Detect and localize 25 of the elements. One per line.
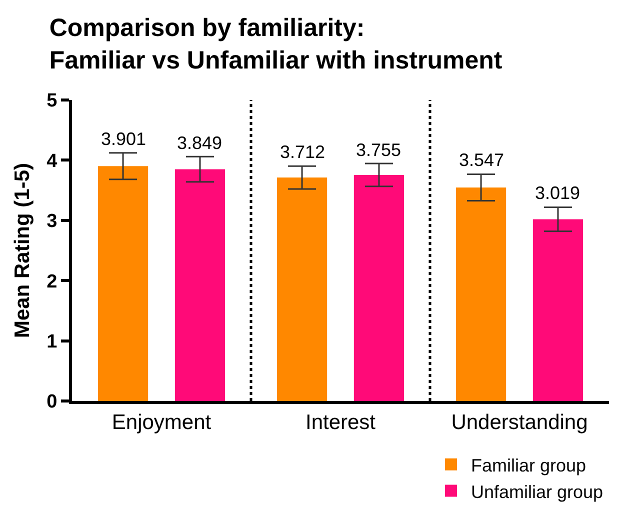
bar [98,166,148,401]
bar [174,169,226,401]
y-tick-label: 1 [46,331,58,352]
legend-label: Unfamiliar group [471,482,604,502]
y-axis-title: Mean Rating (1-5) [10,162,34,338]
bar [354,174,404,401]
data-label: 3.712 [280,142,326,162]
data-label: 3.901 [101,129,146,149]
data-label: 3.755 [356,140,402,160]
data-label: 3.547 [459,150,504,170]
bar [276,178,328,401]
chart-title: Comparison by familiarity: Familiar vs Unfamiliar with instrument [49,14,503,75]
legend-label: Familiar group [471,455,586,476]
x-tick-label: Interest [305,411,376,434]
y-tick-label: 2 [46,271,58,292]
bar [532,219,584,401]
x-tick-label: Understanding [451,411,588,434]
y-tick-label: 3 [46,211,58,232]
y-tick-label: 4 [46,150,58,172]
y-tick-label: 0 [46,392,58,413]
data-label: 3.019 [535,183,580,203]
x-tick-label: Enjoyment [112,411,212,434]
bar [456,187,506,401]
y-tick-label: 5 [46,90,58,112]
data-label: 3.849 [177,133,222,153]
